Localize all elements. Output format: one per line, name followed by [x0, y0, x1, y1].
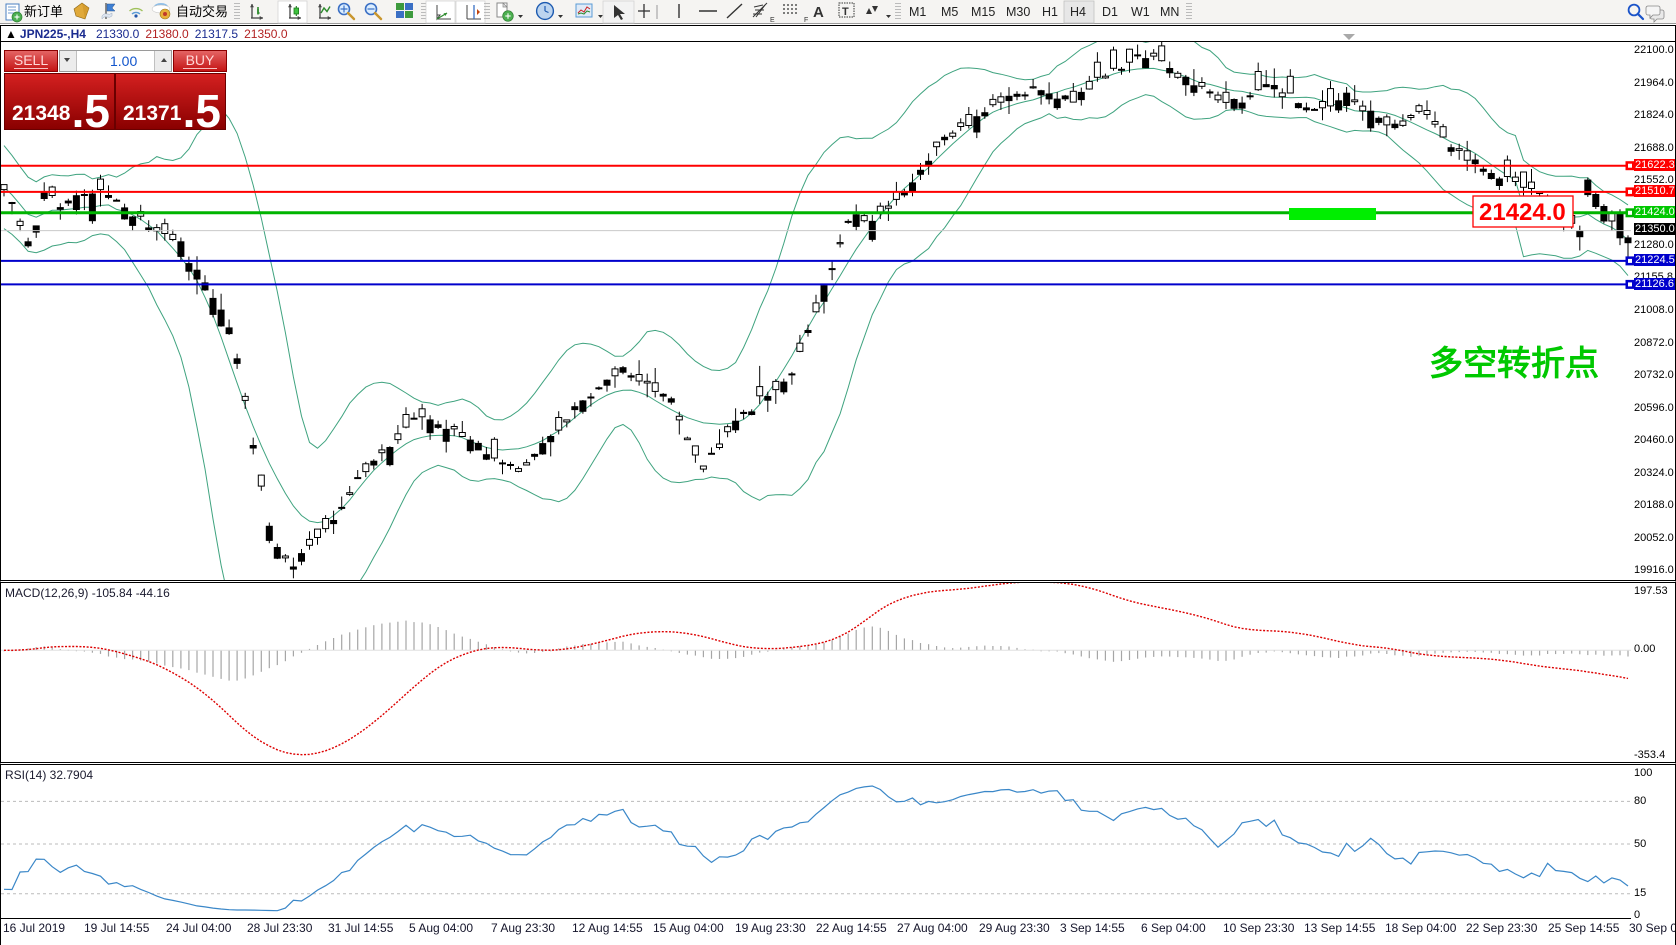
svg-text:M5: M5 — [941, 5, 958, 19]
svg-text:T: T — [842, 6, 849, 18]
svg-text:M30: M30 — [1006, 5, 1030, 19]
svg-text:A: A — [813, 4, 824, 21]
svg-text:多空转折点: 多空转折点 — [1429, 345, 1599, 383]
svg-text:自动交易: 自动交易 — [176, 4, 228, 19]
svg-text:W1: W1 — [1131, 5, 1150, 19]
svg-text:H1: H1 — [1042, 5, 1058, 19]
svg-text:新订单: 新订单 — [24, 4, 63, 19]
svg-text:M15: M15 — [971, 5, 995, 19]
svg-text:MN: MN — [1160, 5, 1179, 19]
svg-text:F: F — [804, 17, 808, 24]
svg-text:E: E — [770, 17, 775, 24]
svg-text:21424.0: 21424.0 — [1479, 199, 1566, 226]
svg-text:M1: M1 — [909, 5, 926, 19]
svg-text:D1: D1 — [1102, 5, 1118, 19]
svg-text:H4: H4 — [1070, 5, 1086, 19]
